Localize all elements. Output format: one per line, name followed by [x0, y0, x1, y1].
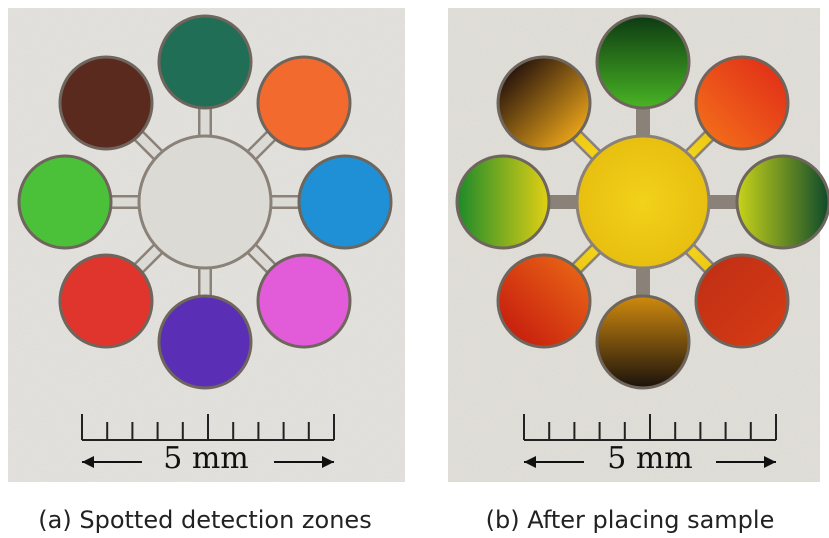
device-b [457, 16, 829, 388]
detection-zone [19, 156, 111, 248]
detection-zone [299, 156, 391, 248]
scale-label: 5 mm [163, 441, 249, 476]
detection-zone [258, 255, 350, 347]
caption: (b) After placing sample [486, 506, 775, 534]
detection-zone [737, 156, 829, 248]
detection-zone [159, 296, 251, 388]
device-a [19, 16, 391, 388]
detection-zone [457, 156, 549, 248]
detection-zone [597, 296, 689, 388]
detection-zone [258, 57, 350, 149]
figure: 5 mm 5 mm (a) Spotted detection zones (b… [0, 0, 829, 538]
detection-zone [60, 255, 152, 347]
detection-zone [498, 255, 590, 347]
sample-zone [577, 136, 709, 268]
detection-zone [159, 16, 251, 108]
sample-zone [139, 136, 271, 268]
detection-zone [60, 57, 152, 149]
page: 5 mm 5 mm (a) Spotted detection zones (b… [0, 0, 829, 538]
detection-zone [498, 57, 590, 149]
scale-label: 5 mm [607, 441, 693, 476]
detection-zone [696, 57, 788, 149]
detection-zone [696, 255, 788, 347]
detection-zone [597, 16, 689, 108]
caption: (a) Spotted detection zones [38, 506, 371, 534]
